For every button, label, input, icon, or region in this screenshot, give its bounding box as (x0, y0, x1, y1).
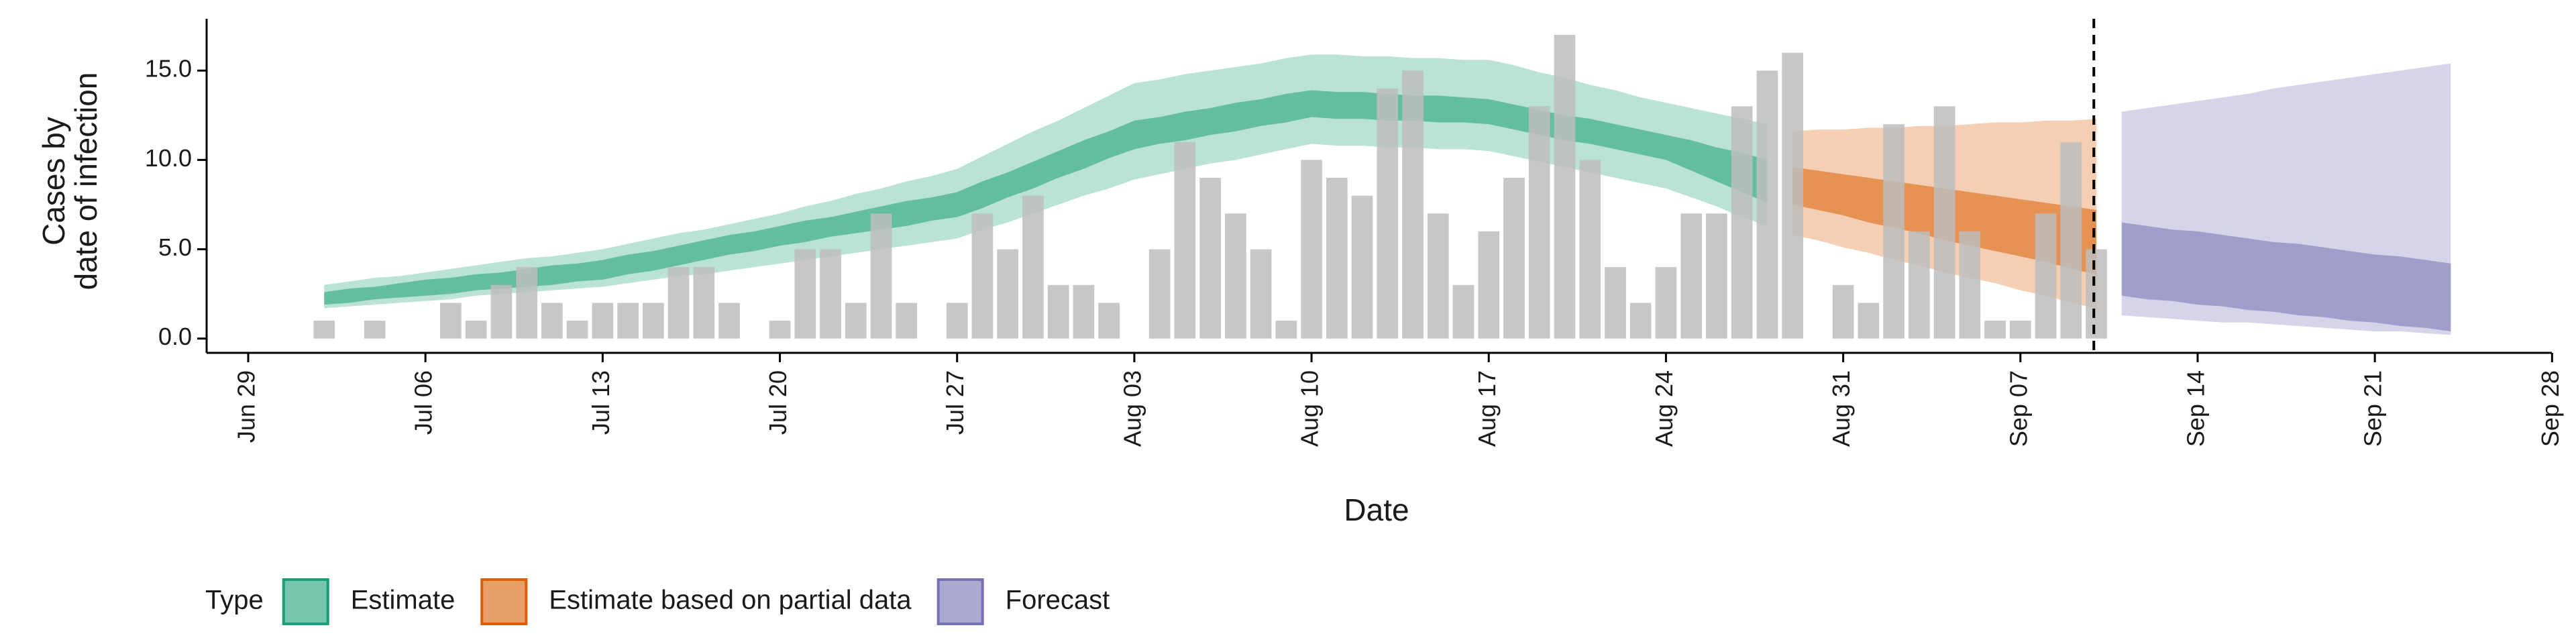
x-axis-title: Date (1344, 492, 1409, 527)
bar (1351, 195, 1373, 339)
y-axis-title: Cases by (36, 117, 71, 246)
bar (1503, 178, 1525, 339)
bar (1933, 106, 1955, 339)
bar (971, 213, 994, 339)
x-tick-label: Sep 21 (2359, 370, 2387, 447)
bar (1275, 321, 1297, 339)
x-tick-label: Jul 13 (587, 370, 614, 435)
bar (1858, 303, 1880, 339)
bar (1908, 231, 1930, 339)
bar (1629, 303, 1652, 339)
bar (1402, 70, 1424, 339)
x-tick-label: Sep 07 (2004, 370, 2032, 447)
bar (1452, 284, 1474, 339)
x-tick-label: Sep 14 (2182, 370, 2209, 447)
bar (2060, 142, 2082, 339)
bar (1832, 284, 1854, 339)
bar (592, 303, 614, 339)
legend-label: Estimate based on partial data (549, 586, 912, 615)
bar (845, 303, 867, 339)
bar (1073, 284, 1095, 339)
bar (364, 321, 386, 339)
x-tick-label: Jul 06 (410, 370, 437, 435)
x-tick-label: Aug 17 (1473, 370, 1501, 447)
bar (1022, 195, 1044, 339)
bar (1225, 213, 1246, 339)
bar (1199, 178, 1221, 339)
bar (693, 267, 715, 339)
legend-title: Type (205, 586, 264, 615)
bar (566, 321, 588, 339)
bar (769, 321, 791, 339)
bar (1605, 267, 1626, 339)
bar (1554, 34, 1576, 339)
bar (1250, 249, 1272, 339)
bar (870, 213, 892, 339)
bar (820, 249, 841, 339)
x-tick-label: Aug 31 (1827, 370, 1855, 447)
y-tick-label: 10.0 (145, 144, 192, 172)
bar (1731, 106, 1753, 339)
bar (1427, 213, 1449, 339)
bar (1883, 124, 1904, 339)
bar (1756, 70, 1778, 339)
bar (465, 321, 487, 339)
legend: Type Estimate Estimate based on partial d… (205, 578, 1110, 625)
y-tick-label: 5.0 (158, 233, 192, 261)
bar (2035, 213, 2057, 339)
ribbon (324, 90, 1768, 305)
x-tick-label: Sep 28 (2536, 370, 2564, 447)
bar (1377, 88, 1399, 339)
bar (997, 249, 1019, 339)
ribbon (2121, 222, 2451, 332)
x-tick-label: Jul 27 (941, 370, 969, 435)
bar (1959, 231, 1981, 339)
bar (1706, 213, 1727, 339)
bar (516, 267, 537, 339)
y-tick-label: 0.0 (158, 323, 192, 350)
x-tick-label: Jun 29 (233, 370, 260, 443)
bar (1579, 160, 1601, 339)
bar (1655, 267, 1677, 339)
legend-key (282, 578, 329, 625)
y-tick-label: 15.0 (145, 55, 192, 83)
bar (1148, 249, 1171, 339)
bar (541, 303, 563, 339)
bar (2009, 321, 2031, 339)
bar (1782, 52, 1803, 339)
bar (2086, 249, 2107, 339)
y-axis-title: date of infection (68, 72, 103, 290)
bar (313, 321, 335, 339)
bar (1528, 106, 1550, 339)
bar (617, 303, 639, 339)
bar (896, 303, 918, 339)
bar (946, 303, 968, 339)
bar (1326, 178, 1348, 339)
legend-label: Estimate (351, 586, 455, 615)
bar (642, 303, 664, 339)
bar (718, 303, 740, 339)
bar (490, 284, 513, 339)
legend-key (936, 578, 984, 625)
legend-label: Forecast (1006, 586, 1110, 615)
bar (1478, 231, 1500, 339)
legend-key (480, 578, 528, 625)
bar (1680, 213, 1703, 339)
bars (313, 34, 2107, 339)
x-tick-label: Aug 10 (1296, 370, 1324, 447)
bar (1984, 321, 2006, 339)
bar (1047, 284, 1069, 339)
bar (1174, 142, 1196, 339)
bar (1098, 303, 1120, 339)
bar (440, 303, 462, 339)
x-tick-label: Aug 03 (1118, 370, 1146, 447)
x-tick-label: Jul 20 (764, 370, 792, 435)
bar (1301, 160, 1322, 339)
x-tick-label: Aug 24 (1650, 370, 1678, 447)
bar (794, 249, 816, 339)
bar (667, 267, 690, 339)
axes: 0.0 5.0 10.0 15.0 Jun 29 Jul 06 Jul 13 Jul 20 Ju… (145, 19, 2564, 447)
